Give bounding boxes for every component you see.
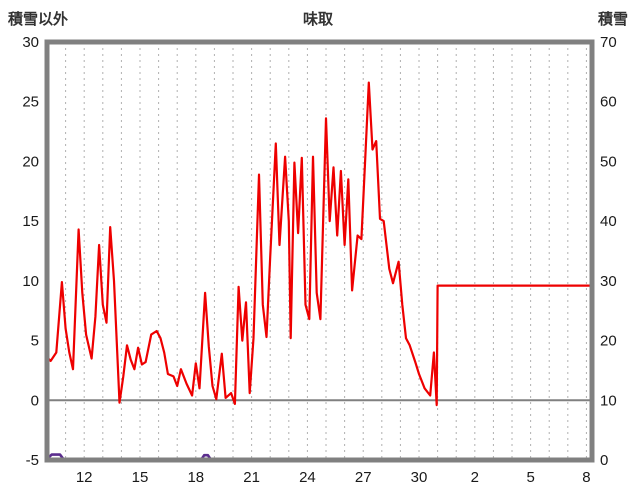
x-axis-tick: 24 xyxy=(299,469,316,486)
x-axis-tick: 15 xyxy=(132,469,149,486)
x-axis-tick: 5 xyxy=(526,469,534,486)
left-axis-tick: -5 xyxy=(26,452,39,469)
left-axis-tick: 25 xyxy=(22,94,39,111)
left-axis-tick: 20 xyxy=(22,153,39,170)
left-axis-tick: 30 xyxy=(22,34,39,51)
series-left xyxy=(45,81,594,407)
x-axis-tick: 2 xyxy=(471,469,479,486)
right-axis-tick: 60 xyxy=(600,94,617,111)
right-axis-tick: 40 xyxy=(600,213,617,230)
x-axis-tick: 21 xyxy=(243,469,260,486)
left-axis-tick: 5 xyxy=(31,333,39,350)
right-axis-tick: 20 xyxy=(600,333,617,350)
x-axis-tick: 8 xyxy=(582,469,590,486)
x-axis-tick: 12 xyxy=(76,469,93,486)
right-axis-tick: 30 xyxy=(600,273,617,290)
right-axis-tick: 0 xyxy=(600,452,608,469)
left-axis-tick: 15 xyxy=(22,213,39,230)
plot-frame xyxy=(44,39,595,463)
right-axis-title: 積雪 xyxy=(597,11,628,28)
left-axis-tick: 0 xyxy=(31,392,39,409)
x-axis-tick: 27 xyxy=(355,469,372,486)
right-axis-tick: 50 xyxy=(600,153,617,170)
x-axis-tick: 18 xyxy=(187,469,204,486)
chart-title: 味取 xyxy=(302,11,333,28)
left-axis-tick: 10 xyxy=(22,273,39,290)
right-axis-tick: 10 xyxy=(600,392,617,409)
x-axis-tick: 30 xyxy=(411,469,428,486)
left-axis-title: 積雪以外 xyxy=(8,11,69,28)
right-axis-tick: 70 xyxy=(600,34,617,51)
